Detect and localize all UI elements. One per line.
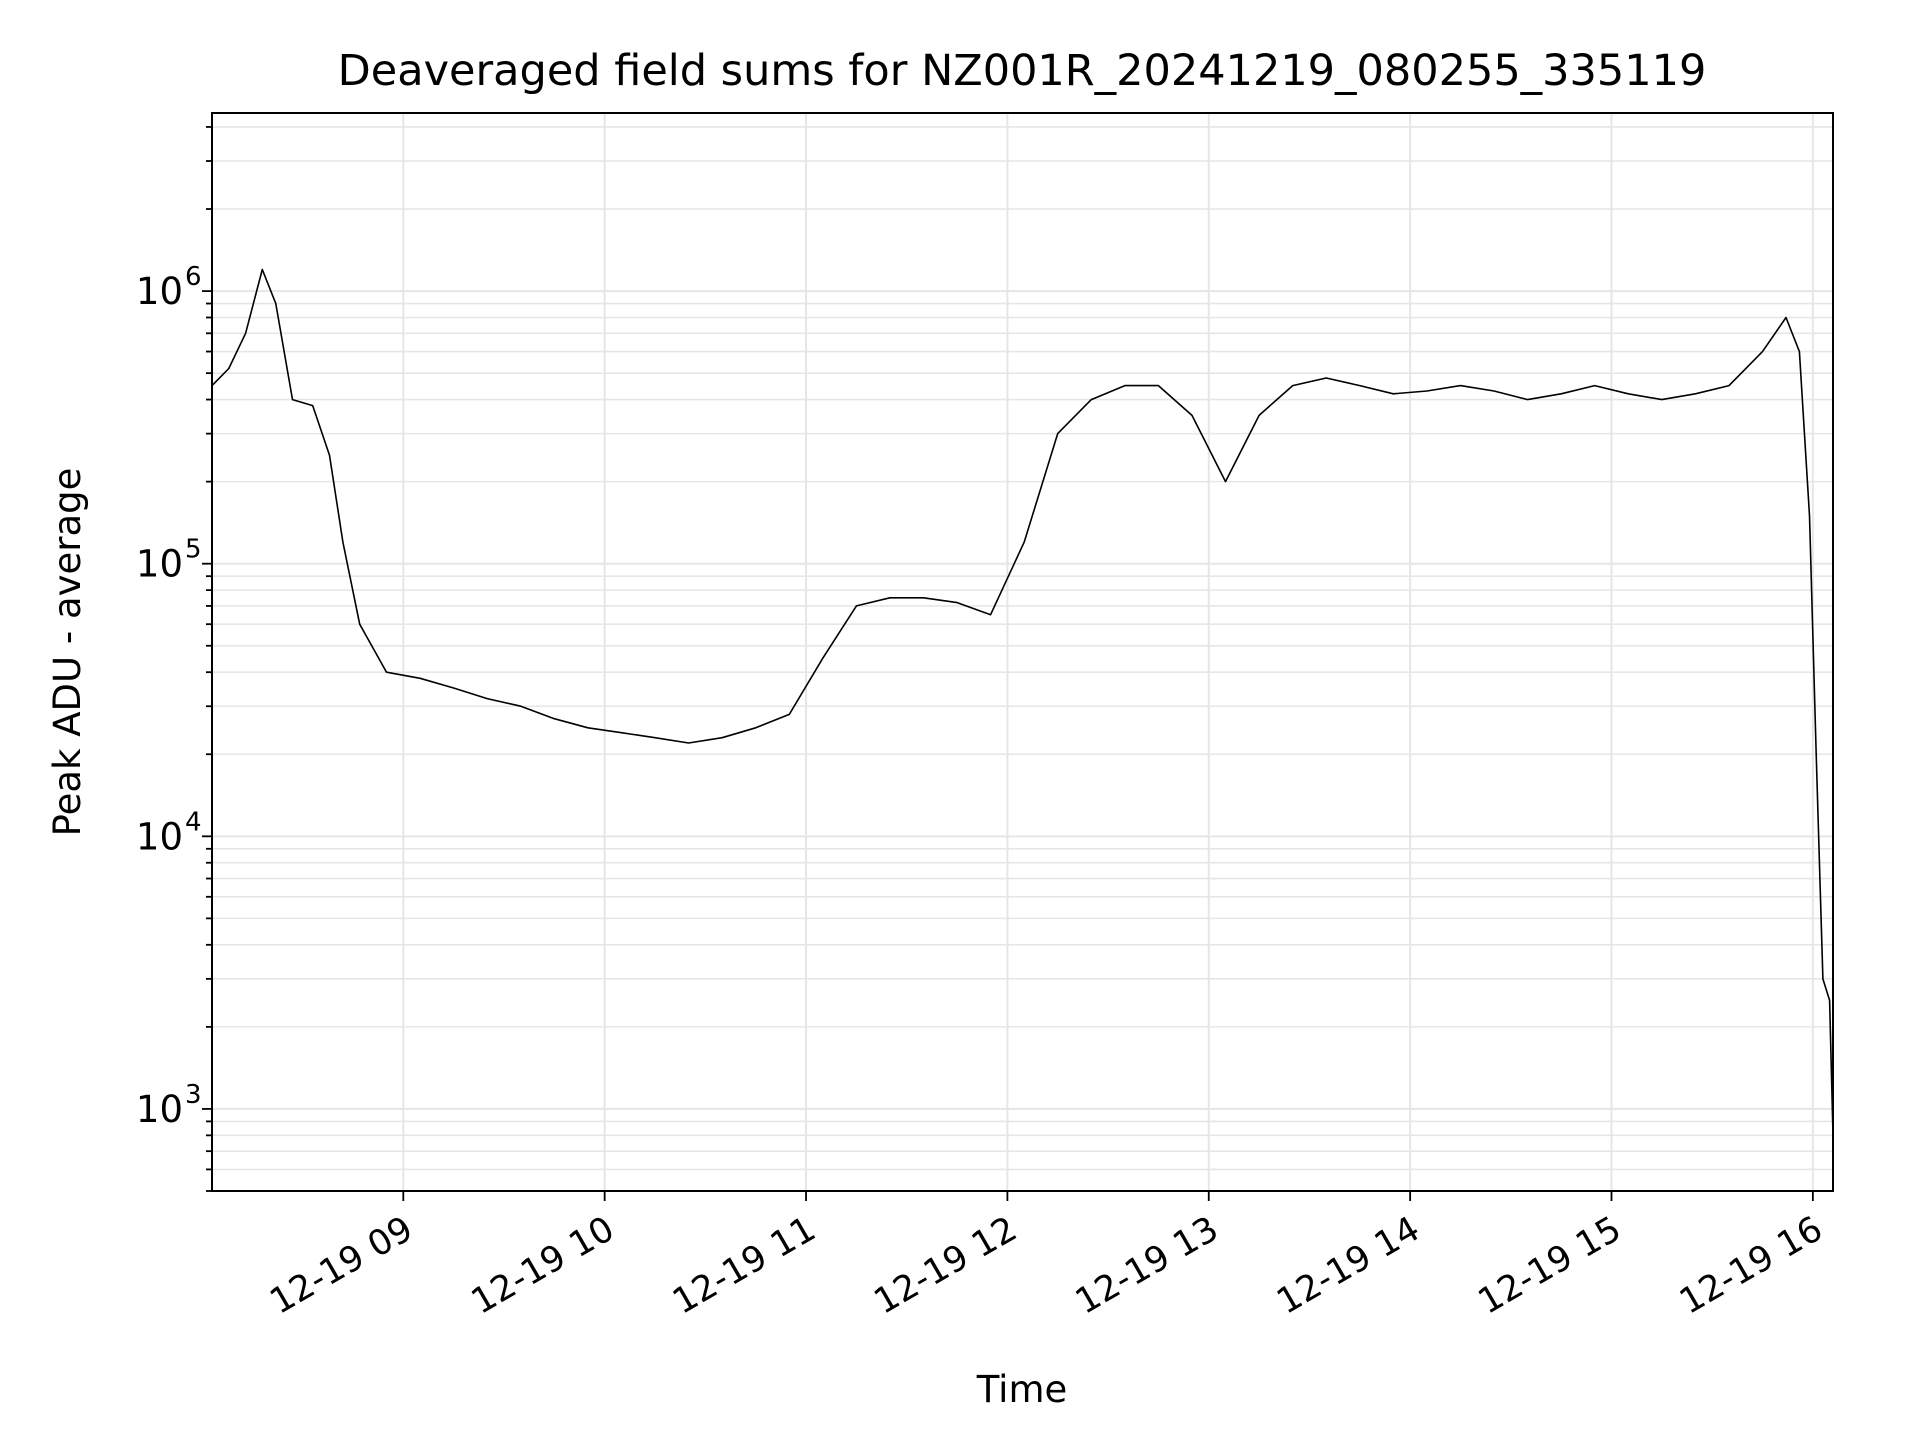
x-tick-label: 12-19 11 <box>666 1209 822 1322</box>
y-axis-label: Peak ADU - average <box>46 468 89 837</box>
chart-title: Deaveraged field sums for NZ001R_2024121… <box>338 46 1707 96</box>
x-tick-label: 12-19 10 <box>465 1209 621 1322</box>
series-line <box>211 268 1834 1136</box>
x-tick-label: 12-19 09 <box>264 1209 420 1322</box>
x-axis-label: Time <box>976 1368 1068 1411</box>
x-tick-label: 12-19 15 <box>1472 1209 1628 1322</box>
x-tick-label: 12-19 16 <box>1673 1209 1829 1322</box>
y-tick-exponent: 4 <box>185 807 202 837</box>
grid-layer <box>212 113 1833 1192</box>
y-tick-exponent: 6 <box>185 262 202 292</box>
y-tick-label: 10 <box>136 543 183 586</box>
x-tick-label: 12-19 12 <box>868 1209 1024 1322</box>
x-tick-label: 12-19 14 <box>1270 1209 1426 1322</box>
y-tick-exponent: 3 <box>185 1080 202 1110</box>
plot-layer <box>211 268 1834 1136</box>
y-tick-exponent: 5 <box>185 535 202 565</box>
y-tick-label: 10 <box>136 270 183 313</box>
x-tick-label: 12-19 13 <box>1069 1209 1225 1322</box>
y-tick-label: 10 <box>136 1088 183 1131</box>
y-tick-label: 10 <box>136 815 183 858</box>
axes-frame <box>211 112 1834 1192</box>
